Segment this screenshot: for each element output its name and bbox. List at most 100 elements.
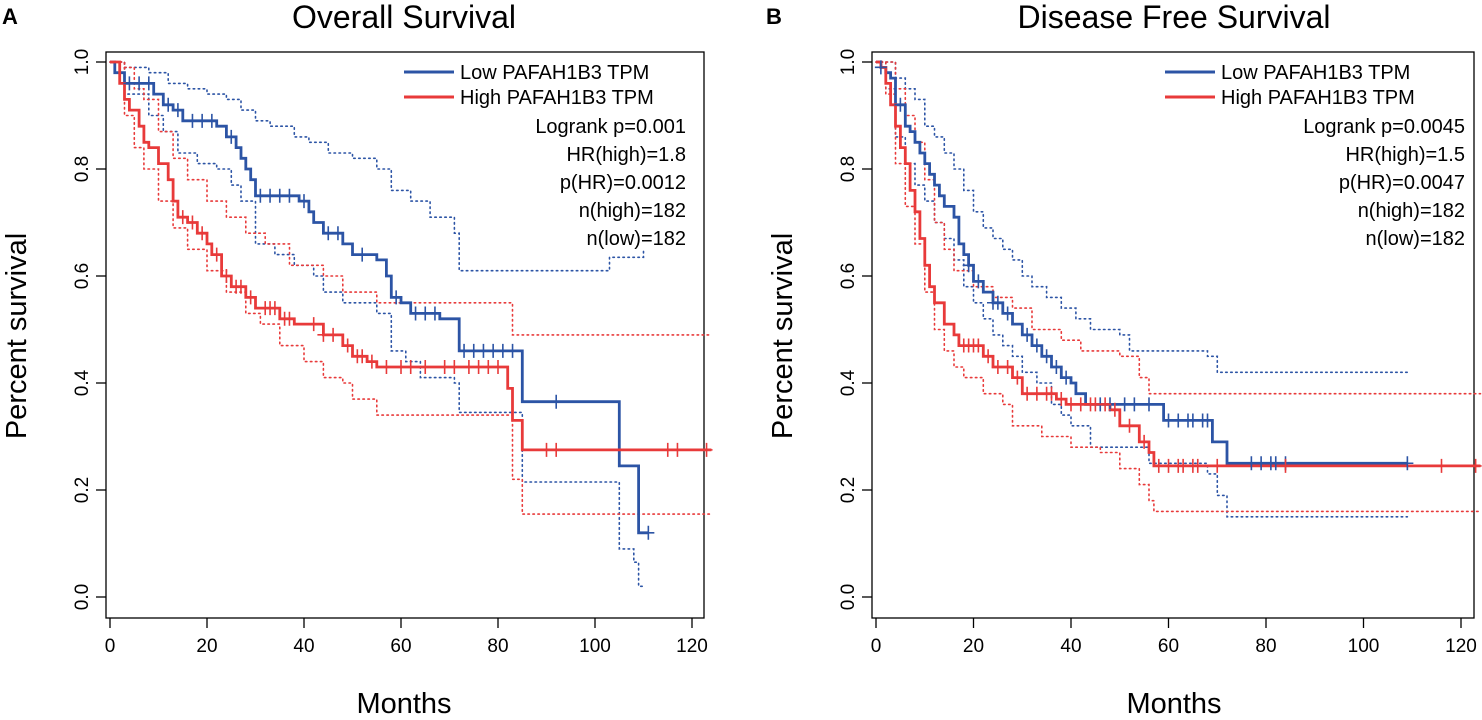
stat-p-hr: p(HR)=0.0047 (1339, 172, 1465, 194)
y-tick-label: 0.2 (838, 477, 859, 503)
censor-mark-low (972, 274, 985, 289)
x-tick-label: 20 (196, 636, 217, 657)
censor-mark-high (1138, 434, 1151, 449)
censor-mark-low (1401, 456, 1414, 471)
stat-n-high: n(high)=182 (579, 200, 686, 222)
x-tick-label: 80 (487, 636, 508, 657)
censor-mark-low (874, 60, 887, 75)
y-tick-label: 0.2 (72, 477, 93, 503)
chart-title: Disease Free Survival (1018, 0, 1331, 35)
censor-mark-high (419, 359, 432, 374)
stat-logrank: Logrank p=0.0045 (1303, 116, 1465, 138)
ci-upper-low (109, 61, 645, 272)
censor-mark-low (225, 129, 238, 144)
x-axis-title: Months (1126, 688, 1221, 720)
stat-n-low: n(low)=182 (586, 228, 686, 250)
x-tick-label: 80 (1255, 636, 1276, 657)
ci-lower-high (875, 61, 1482, 513)
censor-mark-high (550, 442, 563, 457)
censor-mark-high (1279, 458, 1292, 473)
confidence-bands (875, 61, 1482, 518)
ci-upper-high (109, 61, 713, 336)
y-tick-label: 0.6 (838, 263, 859, 289)
censor-mark-high (283, 311, 296, 326)
censor-mark-high (1469, 458, 1482, 473)
legend-label-low: Low PAFAH1B3 TPM (460, 62, 649, 84)
censor-marks (874, 60, 1482, 473)
censor-marks (123, 76, 713, 540)
confidence-bands (109, 61, 713, 588)
x-tick-label: 0 (105, 636, 116, 657)
censor-mark-high (196, 226, 209, 241)
censor-mark-low (162, 97, 175, 112)
x-tick-label: 40 (1060, 636, 1081, 657)
censor-mark-low (1050, 359, 1063, 374)
censor-mark-high (268, 301, 281, 316)
ci-lower-high (109, 61, 713, 515)
censor-mark-low (356, 247, 369, 262)
y-tick-label: 0.4 (838, 369, 859, 396)
y-axis-title: Percent survival (767, 233, 799, 439)
x-tick-label: 120 (1445, 636, 1477, 657)
ci-upper-low (875, 61, 1409, 374)
censor-mark-low (506, 343, 519, 358)
stats-block: Logrank p=0.001 HR(high)=1.8 p(HR)=0.001… (535, 116, 686, 250)
legend-label-high: High PAFAH1B3 TPM (460, 87, 654, 109)
legend: Low PAFAH1B3 TPM High PAFAH1B3 TPM (1165, 62, 1415, 109)
panel-label: B (766, 4, 782, 29)
censor-mark-high (186, 215, 199, 230)
x-tick-label: 20 (963, 636, 984, 657)
censor-mark-high (982, 349, 995, 364)
x-tick-label: 60 (1158, 636, 1179, 657)
censor-mark-high (700, 442, 713, 457)
y-tick-label: 0.8 (72, 156, 93, 182)
stat-p-hr: p(HR)=0.0012 (560, 172, 686, 194)
ci-lower-low (875, 61, 1409, 518)
censor-mark-high (1211, 458, 1224, 473)
censor-mark-low (298, 194, 310, 209)
axis-ticks: 0 20 40 60 80 100 120 0.0 0.2 0.4 0.6 0.8 1.0 (838, 49, 1477, 657)
stat-n-high: n(high)=182 (1358, 200, 1465, 222)
censor-mark-high (341, 338, 354, 353)
y-tick-label: 0.0 (838, 584, 859, 610)
censor-mark-high (234, 279, 247, 294)
legend: Low PAFAH1B3 TPM High PAFAH1B3 TPM (404, 62, 654, 109)
censor-mark-high (1191, 458, 1204, 473)
legend-label-high: High PAFAH1B3 TPM (1221, 87, 1415, 109)
censor-mark-high (671, 442, 684, 457)
y-tick-label: 0.0 (72, 584, 93, 610)
censor-mark-high (307, 317, 320, 332)
censor-mark-low (142, 76, 155, 91)
x-tick-label: 100 (579, 636, 611, 657)
censor-mark-high (1045, 386, 1058, 401)
censor-mark-low (390, 290, 403, 305)
km-curve-low (110, 60, 649, 535)
stats-block: Logrank p=0.0045 HR(high)=1.5 p(HR)=0.00… (1303, 116, 1465, 250)
censor-mark-high (1123, 418, 1136, 433)
censor-mark-high (1435, 458, 1448, 473)
censor-mark-high (492, 359, 504, 374)
y-tick-label: 1.0 (838, 49, 859, 75)
x-tick-label: 100 (1348, 636, 1380, 657)
legend-label-low: Low PAFAH1B3 TPM (1221, 62, 1410, 84)
censor-mark-low (1128, 397, 1141, 412)
censor-mark-low (550, 394, 563, 409)
y-tick-label: 1.0 (72, 49, 93, 75)
plot-frame (871, 51, 1475, 619)
censor-mark-high (220, 269, 233, 283)
x-tick-label: 40 (293, 636, 314, 657)
censor-mark-low (1030, 338, 1043, 353)
y-tick-label: 0.8 (838, 156, 859, 182)
censor-mark-low (283, 188, 296, 203)
censor-mark-high (448, 359, 461, 374)
censor-mark-high (1055, 392, 1068, 407)
ci-lower-low (109, 61, 645, 588)
censor-mark-low (962, 258, 975, 273)
censor-mark-high (210, 247, 223, 262)
x-tick-label: 60 (390, 636, 411, 657)
axis-ticks: 0 20 40 60 80 100 120 0.0 0.2 0.4 0.6 0.8 1.0 (72, 49, 708, 657)
censor-mark-low (894, 97, 907, 112)
panel-label: A (2, 4, 18, 29)
censor-mark-low (205, 113, 218, 128)
